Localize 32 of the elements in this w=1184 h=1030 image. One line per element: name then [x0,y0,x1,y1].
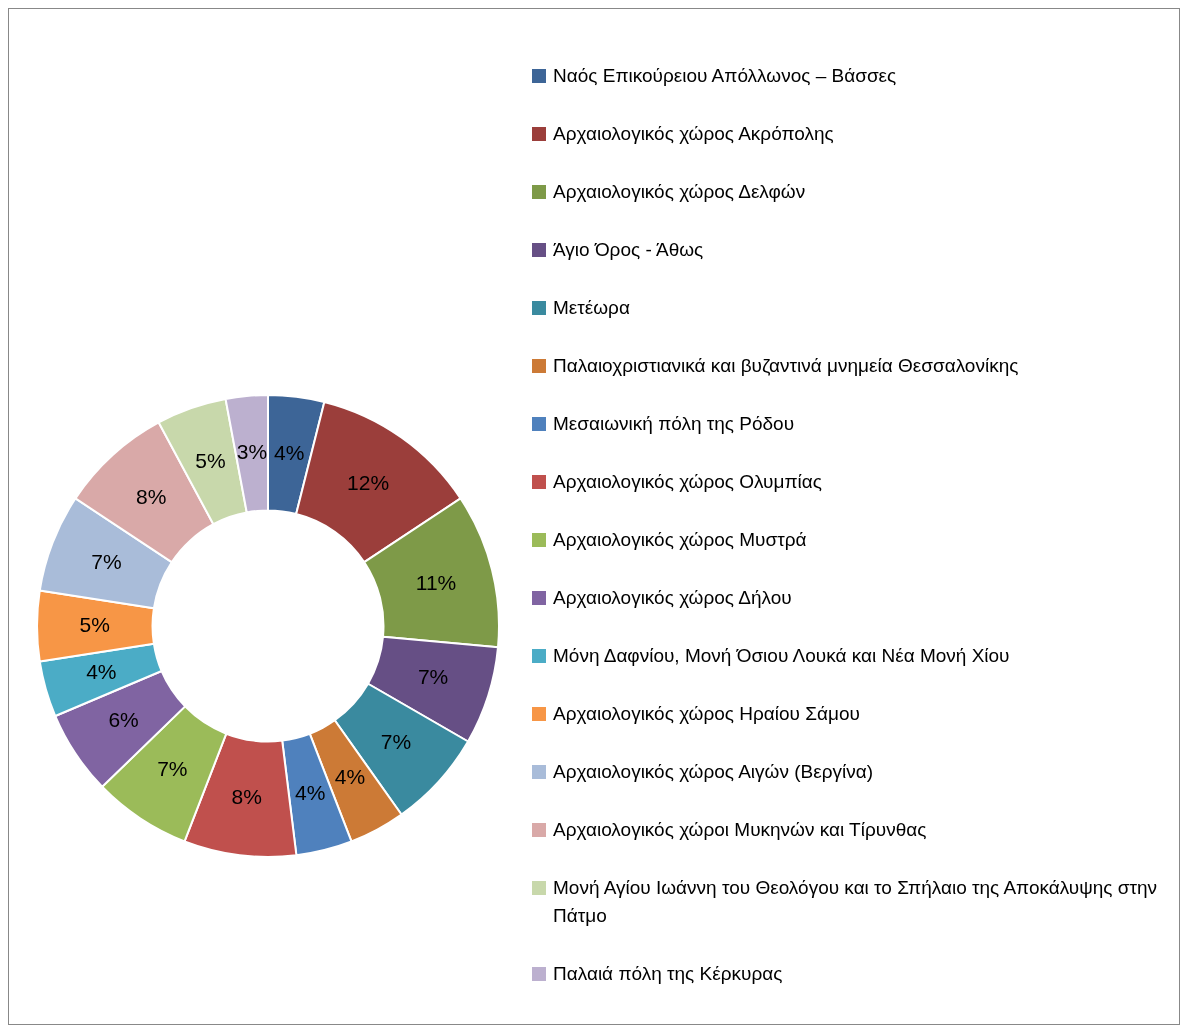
legend-label: Αρχαιολογικός χώρος Ακρόπολης [553,122,834,146]
data-label: 8% [136,484,167,508]
data-label: 3% [236,440,268,464]
legend-label: Μόνη Δαφνίου, Μονή Όσιου Λουκά και Νέα Μονή Χίου [553,644,1010,668]
legend-label: Μετέωρα [553,296,630,320]
legend-label: Αρχαιολογικός χώροι Μυκηνών και Τίρυνθας [553,818,927,842]
legend-label: Αρχαιολογικός χώρος Δελφών [553,180,806,204]
legend-label: Ναός Επικούρειου Απόλλωνος – Βάσσες [553,64,897,88]
data-label: 7% [417,665,449,689]
data-label: 7% [157,757,188,781]
legend-label: Παλαιά πόλη της Κέρκυρας [553,962,783,986]
legend-label: Αρχαιολογικός χώρος Ηραίου Σάμου [553,702,860,726]
data-label: 7% [91,550,122,574]
legend-label: Παλαιοχριστιανικά και βυζαντινά μνημεία Θεσσαλονίκης [553,354,1019,378]
legend-label: Αρχαιολογικός χώρος Δήλου [553,586,792,610]
data-label: 4% [86,660,117,684]
data-label: 5% [195,449,226,473]
legend-label: Άγιο Όρος - Άθως [553,238,704,262]
data-label: 4% [334,765,366,789]
data-label: 6% [108,708,139,732]
data-label: 8% [231,784,262,808]
data-label: 11% [415,570,457,594]
legend-label: Αρχαιολογικός χώρος Μυστρά [553,528,807,552]
legend-label: Μεσαιωνική πόλη της Ρόδου [553,412,795,436]
data-label: 4% [295,780,326,804]
data-label: 4% [274,440,305,464]
legend-label: Αρχαιολογικός χώρος Ολυμπίας [553,470,822,494]
data-label: 7% [380,729,412,753]
data-label: 5% [79,612,110,636]
legend-label: Μονή Αγίου Ιωάννη του Θεολόγου και το Σπήλαιο της Αποκάλυψης στην Πάτμο [553,876,1159,928]
legend-label: Αρχαιολογικός χώρος Αιγών (Βεργίνα) [553,760,874,784]
data-label: 12% [347,471,390,495]
